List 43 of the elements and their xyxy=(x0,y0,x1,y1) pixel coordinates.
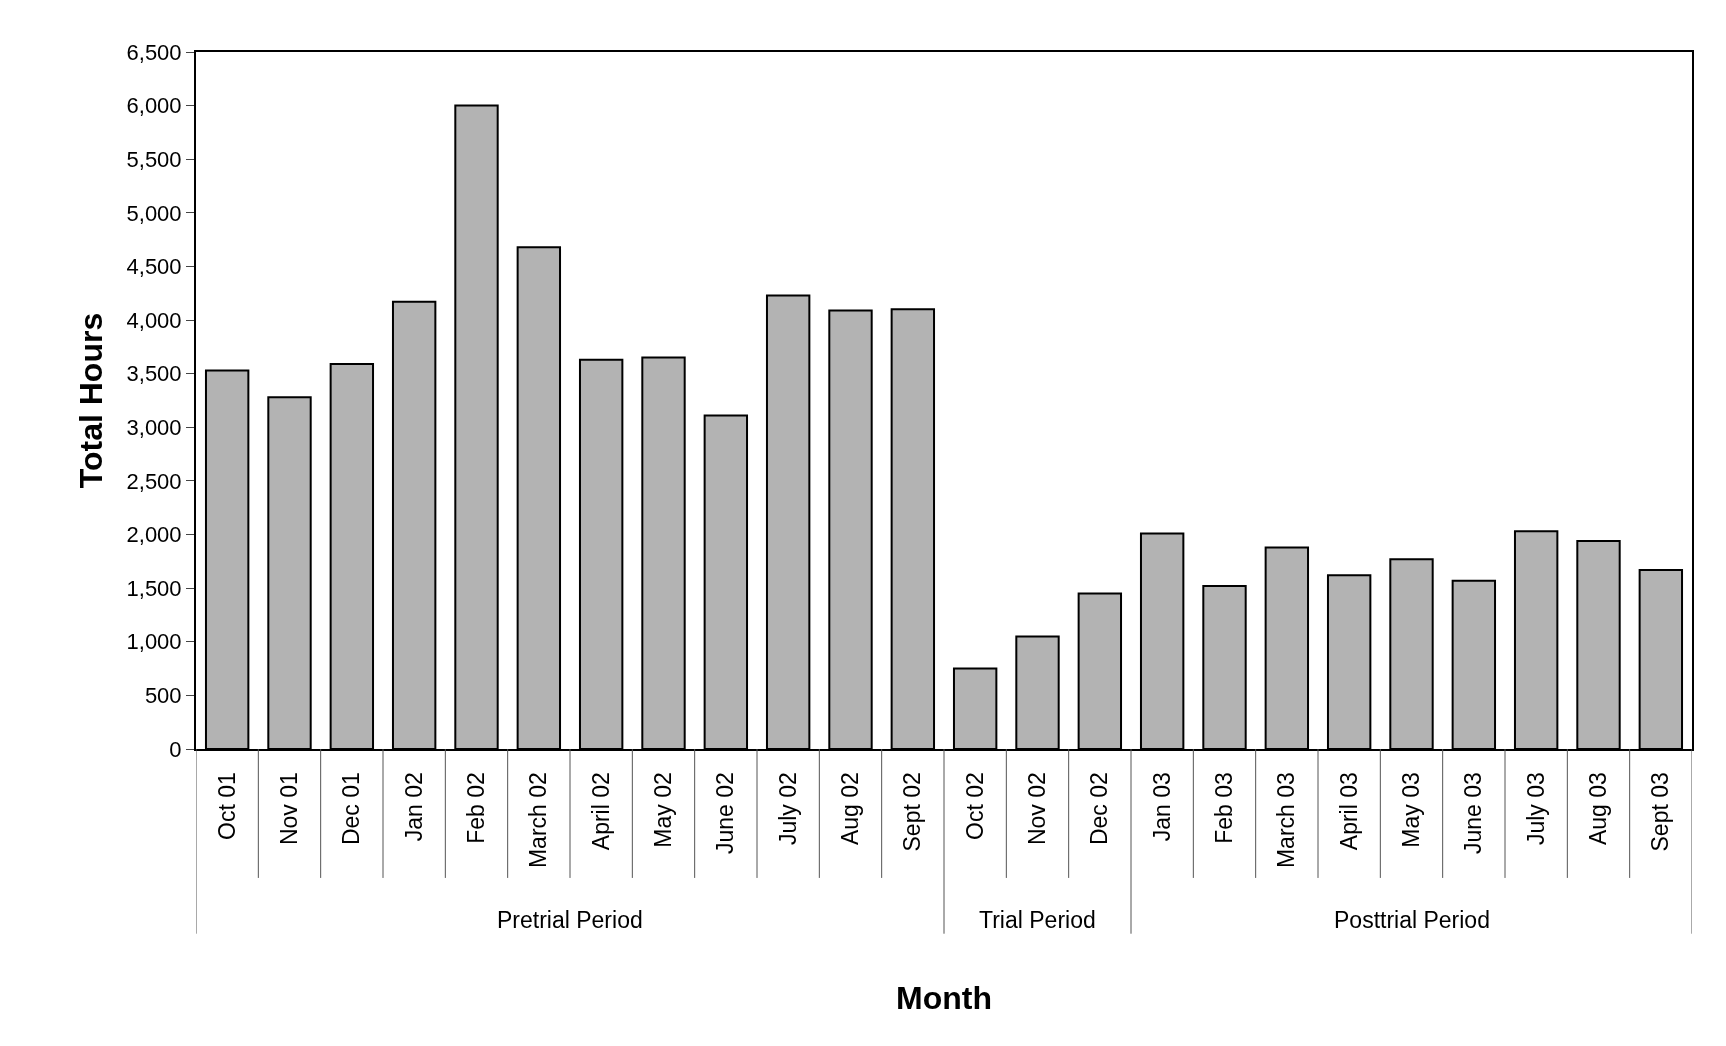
x-tick-label: Nov 02 xyxy=(1023,772,1050,846)
x-tick-label: May 03 xyxy=(1397,772,1424,848)
y-tick-label: 0 xyxy=(169,736,182,762)
text: Trial Period xyxy=(979,907,1096,933)
y-tick-label: 1,500 xyxy=(126,575,182,601)
x-tick-label: June 03 xyxy=(1460,772,1487,855)
x-tick-label: Jan 03 xyxy=(1148,772,1175,842)
y-tick-label: 6,000 xyxy=(126,93,182,119)
x-axis-title: Month xyxy=(896,980,992,1017)
text: Posttrial Period xyxy=(1334,907,1490,933)
x-tick-label: March 02 xyxy=(525,772,552,869)
y-tick-label: 3,500 xyxy=(126,361,182,387)
x-tick-label: July 02 xyxy=(774,772,801,846)
x-tick-label: Aug 03 xyxy=(1584,772,1611,846)
x-tick-label: March 03 xyxy=(1273,772,1300,869)
x-tick-label: Oct 02 xyxy=(961,772,988,840)
x-tick-label: July 03 xyxy=(1522,772,1549,846)
y-tick-label: 2,500 xyxy=(126,468,182,494)
x-tick-label: Dec 01 xyxy=(338,772,365,846)
y-tick-label: 4,000 xyxy=(126,307,182,333)
y-tick-label: 6,500 xyxy=(126,39,182,65)
x-tick-label: Dec 02 xyxy=(1086,772,1113,846)
y-tick-label: 5,000 xyxy=(126,200,182,226)
x-tick-label: Aug 02 xyxy=(836,772,863,846)
y-tick-label: 5,500 xyxy=(126,146,182,172)
y-tick-label: 4,500 xyxy=(126,254,182,280)
y-tick-label: 3,000 xyxy=(126,415,182,441)
x-tick-label: Oct 01 xyxy=(213,772,240,840)
y-tick-label: 1,000 xyxy=(126,629,182,655)
x-tick-label: Feb 03 xyxy=(1210,772,1237,844)
x-tick-label: Sept 02 xyxy=(899,772,926,852)
x-tick-label: June 02 xyxy=(712,772,739,855)
y-tick-label: 500 xyxy=(144,683,182,709)
x-tick-label: April 03 xyxy=(1335,772,1362,851)
y-tick-label: 2,000 xyxy=(126,522,182,548)
x-tick-label: Sept 03 xyxy=(1647,772,1674,852)
x-tick-label: May 02 xyxy=(649,772,676,848)
x-tick-label: Jan 02 xyxy=(400,772,427,842)
y-axis-title: Total Hours xyxy=(73,312,110,489)
x-tick-label: Nov 01 xyxy=(275,772,302,846)
x-tick-label: Feb 02 xyxy=(462,772,489,844)
text: Pretrial Period xyxy=(497,907,643,933)
x-tick-label: April 02 xyxy=(587,772,614,851)
